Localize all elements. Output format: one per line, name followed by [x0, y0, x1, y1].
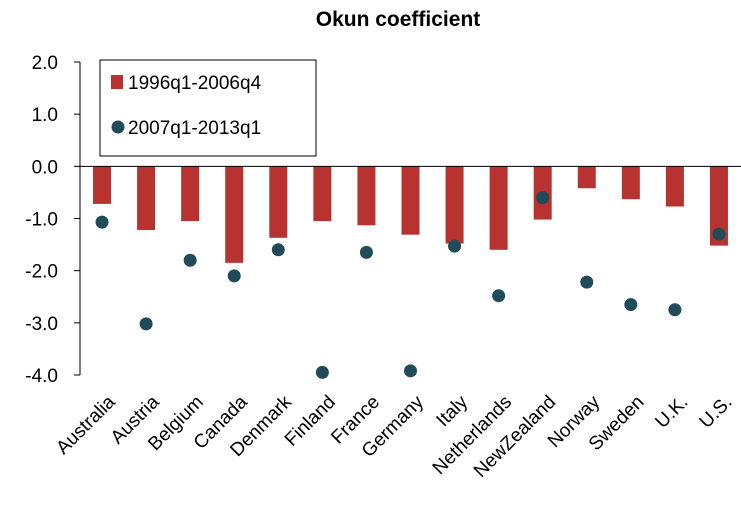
- bar: [665, 166, 684, 207]
- x-tick-label: U.S.: [696, 392, 737, 433]
- legend-label: 2007q1-2013q1: [128, 118, 261, 139]
- chart-title: Okun coefficient: [316, 8, 481, 31]
- legend-label: 1996q1-2006q4: [128, 73, 262, 94]
- y-tick-label: 2.0: [32, 53, 58, 74]
- y-tick-label: 1.0: [32, 105, 58, 126]
- x-tick-label: U.K.: [651, 392, 692, 433]
- dot: [227, 269, 241, 283]
- bar: [93, 166, 112, 204]
- bar: [269, 166, 288, 238]
- y-tick-label: -3.0: [25, 314, 58, 335]
- dot: [536, 191, 550, 205]
- dot: [712, 227, 726, 241]
- dot: [624, 298, 638, 312]
- bar: [489, 166, 508, 250]
- bar: [181, 166, 200, 222]
- dot: [668, 303, 682, 317]
- legend-swatch: [111, 120, 125, 134]
- bar: [137, 166, 156, 230]
- dot: [359, 245, 373, 259]
- bar: [313, 166, 332, 222]
- bar: [225, 166, 244, 263]
- bar: [577, 166, 596, 189]
- x-tick-label: Australia: [52, 391, 119, 458]
- y-tick-label: -1.0: [25, 210, 58, 231]
- dot: [492, 289, 506, 303]
- bar: [401, 166, 420, 235]
- dot: [315, 365, 329, 379]
- bar: [621, 166, 640, 200]
- bar: [357, 166, 376, 226]
- y-tick-label: -2.0: [25, 262, 58, 283]
- dot: [139, 317, 153, 331]
- y-tick-label: -4.0: [25, 366, 58, 387]
- bar: [709, 166, 728, 246]
- y-tick-label: 0.0: [32, 157, 58, 178]
- dot: [580, 275, 594, 289]
- dot: [95, 215, 109, 229]
- dot: [183, 253, 197, 267]
- dot: [271, 243, 285, 257]
- dot: [404, 364, 417, 378]
- legend-box: [99, 59, 317, 157]
- legend-swatch: [111, 75, 123, 89]
- bar: [445, 166, 464, 244]
- dot: [448, 239, 462, 253]
